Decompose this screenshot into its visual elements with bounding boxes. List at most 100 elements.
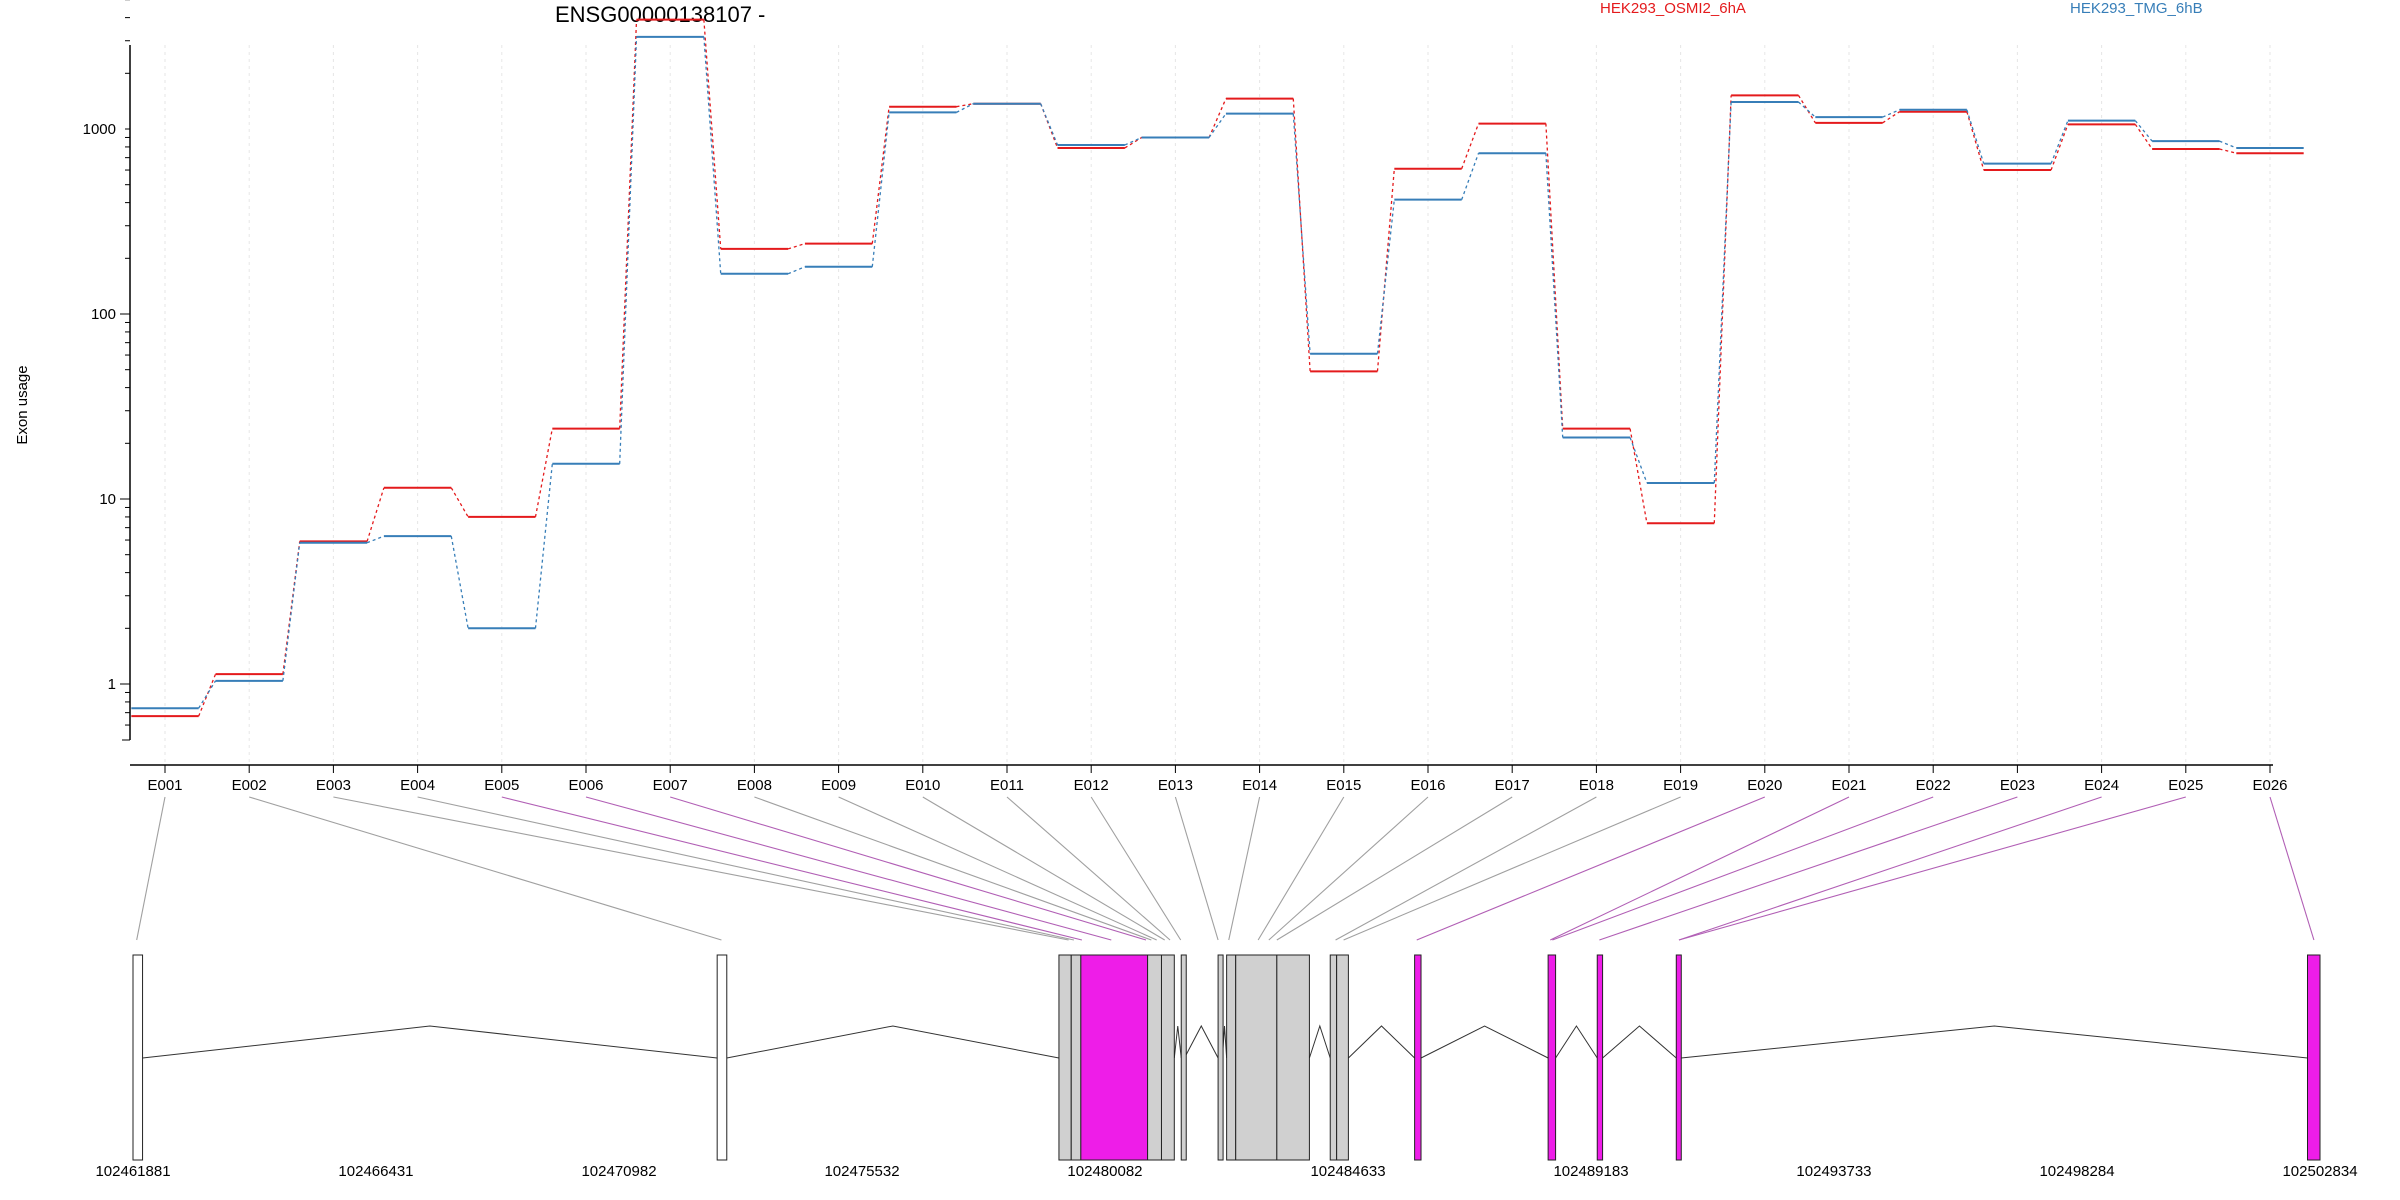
coordinate-tick-label: 102498284 bbox=[2039, 1163, 2114, 1180]
x-tick-label: E004 bbox=[400, 777, 435, 794]
exon-connector-dashed bbox=[1629, 428, 1648, 524]
exon-connector-dashed bbox=[1797, 95, 1816, 124]
vertical-gridlines bbox=[164, 45, 2271, 765]
x-axis: E001 E002 E003 E004 E005 E006 E007 E008 E009 E010… bbox=[130, 764, 2288, 794]
exon-block bbox=[1226, 954, 1237, 1161]
exon-block bbox=[716, 954, 728, 1161]
exon-block bbox=[1070, 954, 1082, 1161]
exon-connector-line bbox=[1678, 796, 2102, 941]
exon-connector-line bbox=[585, 796, 1112, 941]
legend-entry-osmi2: HEK293_OSMI2_6hA bbox=[1600, 0, 1746, 17]
exon-connector-dashed bbox=[1882, 109, 1900, 118]
x-tick-label: E016 bbox=[1410, 777, 1445, 794]
exon-connector-dashed bbox=[871, 106, 890, 244]
exon-block bbox=[1180, 954, 1187, 1161]
exon-connector-dashed bbox=[1208, 98, 1227, 138]
exon-connector-dashed bbox=[1713, 95, 1732, 524]
exon-connector-dashed bbox=[198, 680, 217, 709]
x-tick-label: E011 bbox=[990, 777, 1024, 794]
exon-connector-line bbox=[1268, 796, 1429, 941]
intron-line bbox=[1184, 1024, 1219, 1059]
exon-block bbox=[1336, 954, 1349, 1161]
exon-connector-dashed bbox=[1713, 101, 1732, 484]
coordinate-tick-label: 102489183 bbox=[1553, 1163, 1628, 1180]
y-tick-label: 1000 bbox=[83, 121, 116, 138]
exon-connector-dashed bbox=[703, 19, 722, 249]
gene-model bbox=[132, 954, 2321, 1161]
x-tick-label: E020 bbox=[1747, 777, 1782, 794]
exon-connector-dashed bbox=[1966, 109, 1985, 164]
exon-connector-line bbox=[1276, 796, 1513, 941]
exon-connector-dashed bbox=[1545, 153, 1564, 438]
exon-connector-line bbox=[417, 796, 1075, 941]
exon-connector-dashed bbox=[2219, 140, 2237, 149]
exon-block-highlight bbox=[1414, 954, 1422, 1161]
exon-connector-line bbox=[1090, 796, 1182, 941]
exon-connector-dashed bbox=[1882, 111, 1900, 124]
y-axis: 1 10 100 1000 bbox=[83, 0, 131, 741]
x-tick-label: E017 bbox=[1495, 777, 1530, 794]
exon-connector-dashed bbox=[2134, 123, 2153, 150]
exon-connector-line bbox=[1006, 796, 1171, 941]
x-tick-label: E001 bbox=[147, 777, 182, 794]
x-tick-label: E009 bbox=[821, 777, 856, 794]
exon-connector-line bbox=[1599, 796, 2018, 941]
exon-block bbox=[1329, 954, 1338, 1161]
coordinate-tick-label: 102470982 bbox=[581, 1163, 656, 1180]
exon-connector-dashed bbox=[703, 36, 722, 274]
coordinate-tick-label: 102480082 bbox=[1067, 1163, 1142, 1180]
x-tick-label: E013 bbox=[1158, 777, 1193, 794]
intron-line bbox=[1420, 1025, 1549, 1059]
exon-connector-dashed bbox=[1629, 437, 1648, 484]
exon-connector-dashed bbox=[366, 487, 385, 542]
x-tick-label: E026 bbox=[2252, 777, 2287, 794]
x-tick-label: E018 bbox=[1579, 777, 1614, 794]
exon-connector-dashed bbox=[1461, 123, 1480, 169]
intron-line bbox=[1555, 1025, 1598, 1059]
exon-connector-dashed bbox=[2134, 120, 2153, 142]
coordinate-tick-label: 102466431 bbox=[338, 1163, 413, 1180]
exon-connector-line bbox=[922, 796, 1165, 941]
exon-connector-dashed bbox=[534, 428, 553, 518]
exon-block bbox=[132, 954, 144, 1161]
y-tick-label: 1 bbox=[108, 676, 116, 693]
coordinate-tick-label: 102461881 bbox=[95, 1163, 170, 1180]
intron-line bbox=[1681, 1025, 2308, 1059]
exon-connector-line bbox=[1335, 796, 1597, 941]
exon-connector-dashed bbox=[2219, 148, 2237, 154]
x-tick-label: E023 bbox=[2000, 777, 2035, 794]
exon-connector-dashed bbox=[787, 243, 806, 250]
exon-connector-line bbox=[838, 796, 1157, 941]
exon-connector-dashed bbox=[1124, 136, 1143, 149]
exon-block bbox=[1217, 954, 1224, 1161]
exon-connector-line bbox=[670, 796, 1147, 941]
exon-connector-dashed bbox=[787, 266, 806, 275]
coordinate-tick-label: 102484633 bbox=[1310, 1163, 1385, 1180]
series-HEK293_OSMI2_6hA bbox=[131, 18, 2304, 718]
x-tick-label: E002 bbox=[232, 777, 267, 794]
exon-connector-dashed bbox=[1461, 152, 1480, 200]
intron-line bbox=[726, 1025, 1060, 1059]
legend-entry-tmg: HEK293_TMG_6hB bbox=[2070, 0, 2203, 17]
x-tick-label: E015 bbox=[1326, 777, 1361, 794]
x-tick-label: E014 bbox=[1242, 777, 1277, 794]
series-layer bbox=[131, 18, 2304, 718]
exon-connector-line bbox=[1550, 796, 1850, 941]
exon-connector-dashed bbox=[366, 535, 385, 544]
x-tick-label: E022 bbox=[1916, 777, 1951, 794]
intron-line bbox=[1173, 1025, 1182, 1059]
exon-connector-dashed bbox=[871, 112, 890, 267]
exon-block bbox=[1160, 954, 1175, 1161]
intron-line bbox=[1308, 1024, 1331, 1059]
exon-connector-line bbox=[1416, 796, 1766, 941]
exon-connector-line bbox=[249, 796, 722, 941]
exon-connector-dashed bbox=[1292, 113, 1311, 354]
exon-connector-dashed bbox=[1966, 111, 1985, 171]
exon-block-highlight bbox=[2307, 954, 2321, 1161]
exon-block-highlight bbox=[1547, 954, 1557, 1161]
x-tick-label: E010 bbox=[905, 777, 940, 794]
exon-connector-dashed bbox=[282, 542, 301, 681]
exon-block-highlight bbox=[1675, 954, 1682, 1161]
intron-line bbox=[1602, 1025, 1677, 1059]
